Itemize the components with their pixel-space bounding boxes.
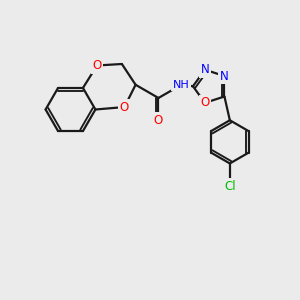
Text: O: O: [120, 100, 129, 113]
Text: NH: NH: [173, 80, 190, 90]
Text: N: N: [201, 63, 209, 76]
Text: O: O: [154, 114, 163, 127]
Text: N: N: [220, 70, 229, 83]
Text: Cl: Cl: [224, 179, 236, 193]
Text: O: O: [200, 96, 210, 109]
Text: O: O: [92, 59, 102, 72]
